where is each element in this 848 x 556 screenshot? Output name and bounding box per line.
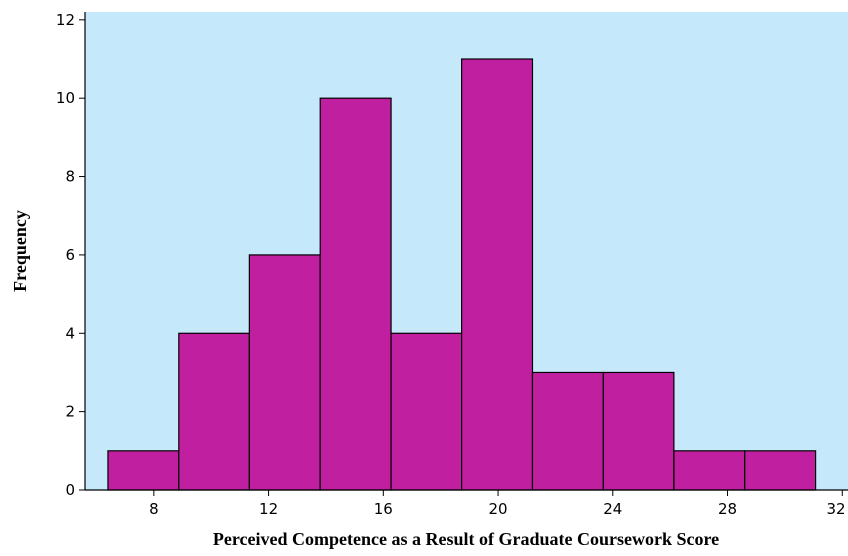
x-tick-label: 16 — [374, 500, 393, 518]
bar — [390, 332, 463, 491]
y-axis-label: Frequency — [10, 210, 30, 292]
x-tick-label: 28 — [718, 500, 737, 518]
y-tick-label: 12 — [56, 11, 75, 29]
bar — [531, 371, 604, 491]
bar — [319, 97, 392, 491]
y-tick-label: 0 — [65, 481, 75, 499]
x-axis-label: Perceived Competence as a Result of Grad… — [213, 529, 719, 549]
x-tick-label: 20 — [489, 500, 508, 518]
bar — [744, 450, 817, 491]
y-tick-label: 4 — [65, 324, 75, 342]
y-tick-label: 10 — [56, 89, 75, 107]
y-tick-label: 6 — [65, 246, 75, 264]
bar — [673, 450, 746, 491]
bar — [602, 371, 675, 491]
x-tick-label: 32 — [826, 500, 845, 518]
bar — [248, 254, 321, 491]
y-tick-label: 8 — [65, 168, 75, 186]
bar — [107, 450, 180, 491]
bar — [178, 332, 250, 491]
bar — [461, 58, 534, 491]
x-tick-label: 24 — [603, 500, 622, 518]
x-tick-label: 8 — [149, 500, 159, 518]
x-tick-label: 12 — [259, 500, 278, 518]
y-tick-label: 2 — [65, 403, 75, 421]
